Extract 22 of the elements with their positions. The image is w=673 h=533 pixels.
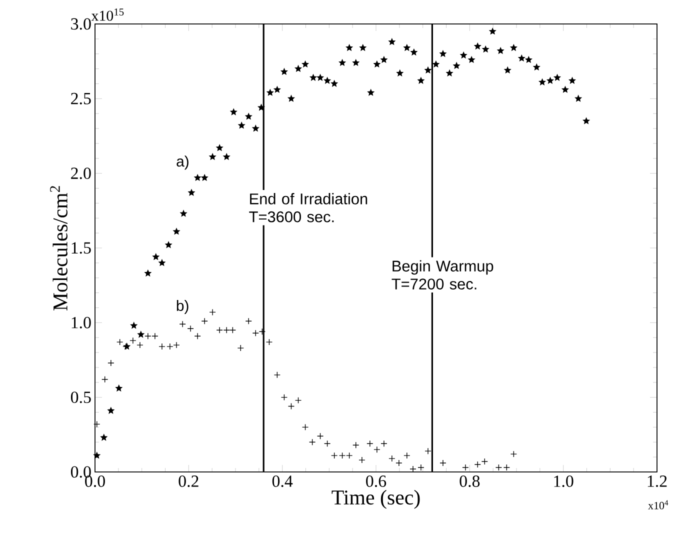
y-tick-label: 1.0: [72, 316, 91, 328]
x-tick-label: 1.0: [554, 476, 574, 488]
x-tick-label: 0.2: [178, 476, 198, 488]
text: x10$^{15}$: [91, 8, 124, 21]
x-tick-label: 0.0: [85, 476, 105, 488]
x-tick-label: 1.2: [648, 476, 667, 487]
y-axis-title: Molecules/cm$^{2}$: [50, 186, 68, 311]
y-tick-label: 2.0: [71, 168, 91, 180]
x-axis-title: Time (sec): [332, 490, 420, 509]
annotation: End of Irradiation T=3600 sec.: [249, 193, 368, 222]
y-tick-label: 2.5: [71, 92, 91, 104]
series-label: a): [176, 156, 188, 170]
x-tick-label: 0.4: [272, 476, 293, 488]
y-tick-label: 0.5: [70, 392, 91, 404]
text: x10$^{4}$: [648, 500, 668, 510]
y-tick-label: 3.0: [71, 18, 91, 30]
series-label: b): [176, 300, 188, 314]
x-tick-label: 0.6: [366, 476, 386, 488]
y-tick-label: 1.5: [72, 242, 91, 254]
x-tick-label: 0.8: [460, 476, 480, 488]
y-tick-label: 0.0: [70, 466, 91, 478]
annotation: Begin Warmup T=7200 sec.: [392, 260, 494, 290]
